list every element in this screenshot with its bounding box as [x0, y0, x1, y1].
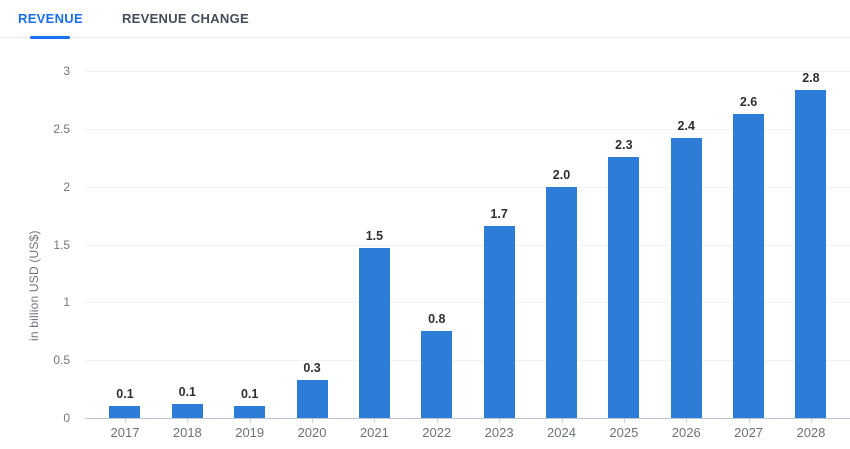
bar-2023[interactable]: [483, 225, 515, 418]
gridline-2: [85, 186, 850, 188]
bar-2021[interactable]: [358, 247, 390, 418]
x-tick-mark-2017: [124, 419, 126, 423]
x-tick-mark-2021: [374, 419, 376, 423]
gridline-1: [85, 302, 850, 304]
bar-2018[interactable]: [171, 404, 203, 418]
x-tick-mark-2028: [810, 419, 812, 423]
bar-2026[interactable]: [670, 138, 702, 418]
bar-value-2017: 0.1: [116, 387, 134, 402]
x-tick-mark-2025: [623, 419, 625, 423]
bar-2020[interactable]: [296, 379, 328, 418]
tab-revenue-label: REVENUE: [18, 11, 83, 26]
tab-revenue-change[interactable]: REVENUE CHANGE: [122, 0, 249, 38]
x-tick-label-2021: 2021: [359, 425, 389, 440]
y-tick-label-1: 1: [63, 295, 70, 310]
bar-value-2018: 0.1: [178, 385, 197, 400]
bar-2017[interactable]: [109, 406, 141, 418]
bar-2027[interactable]: [733, 113, 765, 418]
active-tab-underline: [30, 35, 71, 39]
x-tick-label-2023: 2023: [484, 425, 514, 440]
y-tick-label-2: 2: [63, 179, 70, 194]
x-tick-mark-2022: [436, 419, 438, 423]
x-tick-label-2019: 2019: [235, 425, 265, 440]
bar-value-2024: 2.0: [552, 167, 571, 182]
tab-revenue-change-label: REVENUE CHANGE: [121, 11, 249, 26]
bar-value-2028: 2.8: [802, 70, 820, 85]
x-tick-label-2018: 2018: [172, 425, 202, 440]
x-tick-mark-2024: [561, 419, 563, 423]
x-tick-mark-2018: [187, 419, 189, 423]
gridline-0.5: [85, 360, 850, 362]
bar-2028[interactable]: [795, 89, 827, 418]
x-tick-mark-2020: [312, 419, 314, 423]
y-tick-label-0.5: 0.5: [53, 353, 70, 368]
gridline-2.5: [85, 128, 850, 130]
bar-value-2019: 0.1: [240, 387, 259, 402]
bar-value-2027: 2.6: [739, 94, 758, 109]
bar-2022[interactable]: [421, 331, 453, 418]
x-tick-mark-2027: [748, 419, 750, 423]
x-tick-label-2025: 2025: [609, 425, 639, 440]
x-tick-label-2020: 2020: [297, 425, 327, 440]
bar-value-2023: 1.7: [490, 206, 508, 221]
x-tick-mark-2019: [249, 419, 251, 423]
chart-plot: in billion USD (US$) 0 0.5 1 1.5 2 2.5 3 0.1 201…: [0, 38, 850, 449]
bar-value-2025: 2.3: [615, 137, 633, 152]
y-tick-label-3: 3: [63, 64, 70, 78]
x-axis-line: [85, 418, 850, 419]
bar-value-2026: 2.4: [677, 119, 695, 134]
x-tick-label-2017: 2017: [110, 425, 140, 440]
bar-2024[interactable]: [546, 186, 577, 418]
bar-value-2020: 0.3: [303, 360, 321, 375]
bar-2025[interactable]: [608, 156, 640, 418]
gridline-3: [85, 71, 850, 72]
x-tick-label-2026: 2026: [671, 425, 701, 440]
y-tick-label-2.5: 2.5: [53, 121, 70, 136]
x-tick-label-2022: 2022: [422, 425, 452, 440]
x-tick-mark-2023: [499, 419, 501, 423]
bar-2019[interactable]: [234, 406, 266, 418]
gridline-1.5: [85, 244, 850, 246]
chart-tabbar: REVENUE REVENUE CHANGE: [0, 0, 850, 39]
y-tick-label-1.5: 1.5: [53, 237, 70, 252]
bar-value-2021: 1.5: [365, 228, 384, 243]
y-tick-label-0: 0: [63, 411, 70, 425]
bar-value-2022: 0.8: [428, 312, 446, 327]
x-tick-label-2028: 2028: [796, 425, 826, 440]
x-tick-label-2027: 2027: [734, 425, 764, 440]
x-tick-mark-2026: [686, 419, 688, 423]
x-tick-label-2024: 2024: [547, 425, 576, 440]
tab-revenue[interactable]: REVENUE: [18, 0, 83, 39]
